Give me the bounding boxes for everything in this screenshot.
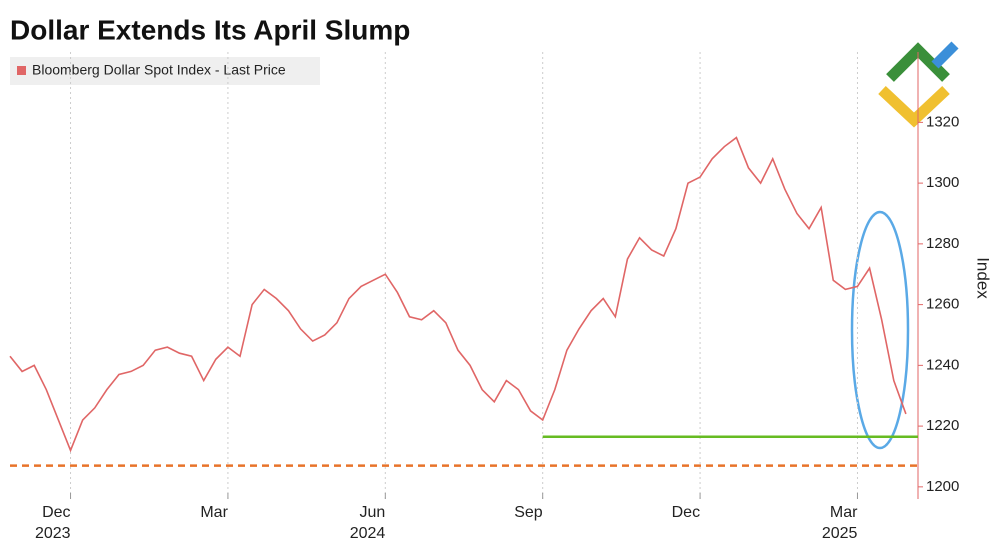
x-year-label: 2023 <box>35 525 71 542</box>
x-year-label: 2024 <box>350 525 386 542</box>
legend <box>10 57 320 85</box>
y-tick-label: 1260 <box>926 296 959 313</box>
legend-swatch <box>17 66 26 75</box>
y-axis-label: Index <box>974 257 993 299</box>
chart-title: Dollar Extends Its April Slump <box>10 14 410 45</box>
x-tick-label: Dec <box>42 504 70 521</box>
y-tick-label: 1240 <box>926 356 959 373</box>
x-tick-label: Mar <box>830 504 858 521</box>
x-tick-label: Mar <box>200 504 228 521</box>
price-line <box>9 136 907 453</box>
y-tick-label: 1320 <box>926 113 959 130</box>
legend-label: Bloomberg Dollar Spot Index - Last Price <box>32 62 286 78</box>
x-year-label: 2025 <box>822 525 858 542</box>
highlight-ellipse <box>850 210 910 450</box>
y-tick-label: 1300 <box>926 174 959 191</box>
y-tick-label: 1200 <box>926 478 959 495</box>
x-tick-label: Dec <box>672 504 700 521</box>
x-tick-label: Sep <box>514 504 543 521</box>
x-tick-label: Jun <box>360 504 386 521</box>
y-tick-label: 1220 <box>926 417 959 434</box>
y-tick-label: 1280 <box>926 235 959 252</box>
logo <box>878 41 959 128</box>
